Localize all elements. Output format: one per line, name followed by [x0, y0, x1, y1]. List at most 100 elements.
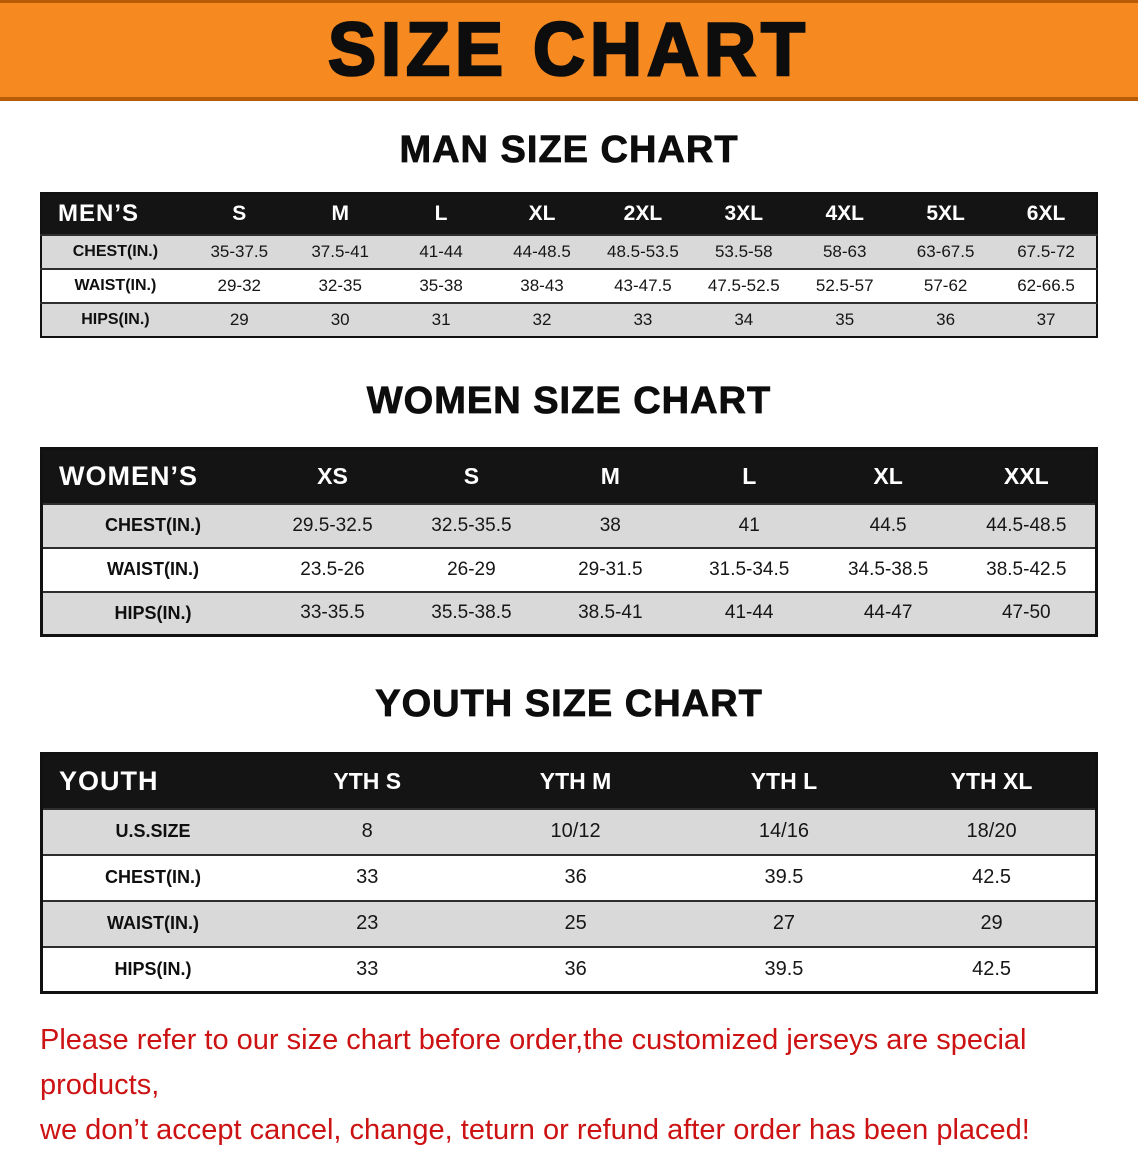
size-value-cell: 35.5-38.5: [431, 602, 512, 624]
size-value-cell: 33: [356, 866, 379, 888]
size-header-cell: XXL: [957, 448, 1097, 504]
size-value-cell: 38.5-41: [578, 602, 643, 624]
table-title-cell: MEN’S: [41, 193, 189, 235]
size-value-cell: 44.5: [869, 514, 907, 536]
youth-section-heading: YOUTH SIZE CHART: [375, 683, 763, 726]
women-size-section: WOMEN SIZE CHART WOMEN’S XS S M L XL XXL CHEST(…: [0, 380, 1138, 637]
size-value-cell: 32-35: [318, 276, 362, 295]
size-chart-banner: SIZE CHART: [0, 0, 1138, 101]
size-value-cell: 30: [330, 310, 350, 329]
size-value-cell: 14/16: [758, 820, 809, 842]
size-value-cell: 39.5: [764, 866, 804, 888]
table-header-row: MEN’S S M L XL 2XL 3XL 4XL 5XL 6XL: [41, 193, 1097, 235]
footer-note-line-2: we don’t accept cancel, change, teturn o…: [40, 1113, 1030, 1146]
size-value-cell: 31.5-34.5: [709, 558, 790, 580]
size-value-cell: 27: [772, 912, 796, 934]
men-section-heading: MAN SIZE CHART: [399, 129, 739, 172]
size-value-cell: 63-67.5: [916, 242, 975, 261]
banner-title: SIZE CHART: [327, 7, 810, 93]
row-label: HIPS(IN.): [114, 602, 192, 623]
table-row: WAIST(IN.) 23 25 27 29: [41, 900, 1097, 947]
table-title-cell: YOUTH: [41, 753, 264, 809]
size-value-cell: 34.5-38.5: [847, 558, 929, 580]
size-value-cell: 33: [633, 310, 653, 329]
women-size-table: WOMEN’S XS S M L XL XXL CHEST(IN.) 29.5-32.5 32.5…: [40, 447, 1098, 637]
row-label: U.S.SIZE: [115, 821, 191, 841]
table-row: CHEST(IN.) 29.5-32.5 32.5-35.5 38 41 44.5 44.5…: [41, 503, 1097, 548]
size-header-cell: YTH M: [471, 753, 680, 809]
size-value-cell: 29: [229, 310, 249, 329]
size-header-cell: XL: [491, 193, 593, 235]
size-value-cell: 18/20: [966, 820, 1017, 842]
size-value-cell: 47.5-52.5: [707, 276, 780, 295]
men-size-table: MEN’S S M L XL 2XL 3XL 4XL 5XL 6XL CHEST(IN.) 35-37…: [40, 192, 1098, 338]
size-value-cell: 34: [734, 310, 754, 329]
size-value-cell: 23.5-26: [300, 558, 365, 580]
size-value-cell: 31: [431, 310, 451, 329]
size-value-cell: 37: [1036, 310, 1056, 329]
size-value-cell: 36: [936, 310, 956, 329]
row-label: CHEST(IN.): [72, 243, 159, 260]
size-value-cell: 10/12: [550, 820, 601, 842]
size-value-cell: 38: [599, 514, 621, 536]
size-value-cell: 44-47: [863, 602, 913, 624]
size-value-cell: 43-47.5: [614, 276, 672, 295]
table-header-row: WOMEN’S XS S M L XL XXL: [41, 448, 1097, 504]
size-value-cell: 52.5-57: [815, 276, 874, 295]
size-value-cell: 39.5: [764, 957, 804, 980]
size-header-cell: 4XL: [794, 193, 896, 235]
size-header-cell: M: [289, 193, 391, 235]
youth-size-section: YOUTH SIZE CHART YOUTH YTH S YTH M YTH L YTH…: [0, 683, 1138, 994]
youth-size-table: YOUTH YTH S YTH M YTH L YTH XL U.S.SIZE 8 10/12…: [40, 752, 1098, 994]
size-header-cell: M: [540, 448, 680, 504]
size-value-cell: 67.5-72: [1017, 242, 1075, 261]
row-label: HIPS(IN.): [81, 311, 150, 328]
size-value-cell: 29-32: [217, 276, 262, 295]
row-label: WAIST(IN.): [107, 559, 200, 579]
size-value-cell: 38-43: [520, 276, 564, 295]
size-chart-content: MAN SIZE CHART MEN’S S M L XL 2XL 3XL 4XL 5XL 6XL…: [0, 129, 1138, 1153]
size-header-cell: 5XL: [895, 193, 997, 235]
size-value-cell: 38.5-42.5: [986, 558, 1067, 580]
size-value-cell: 62-66.5: [1017, 276, 1075, 295]
row-label: WAIST(IN.): [74, 277, 157, 294]
table-row: CHEST(IN.) 35-37.5 37.5-41 41-44 44-48.5 48.5…: [41, 235, 1097, 269]
row-label: WAIST(IN.): [107, 913, 200, 933]
footer-note: Please refer to our size chart before or…: [40, 1018, 1100, 1153]
size-value-cell: 29-31.5: [578, 558, 643, 580]
size-value-cell: 58-63: [822, 242, 867, 261]
table-row: CHEST(IN.) 33 36 39.5 42.5: [41, 854, 1097, 901]
size-value-cell: 57-62: [923, 276, 968, 295]
size-header-cell: 3XL: [693, 193, 795, 235]
size-value-cell: 29: [980, 912, 1003, 934]
size-header-cell: YTH S: [263, 753, 472, 809]
size-header-cell: L: [679, 448, 819, 504]
size-header-cell: XS: [263, 448, 402, 504]
size-header-cell: YTH L: [679, 753, 889, 809]
size-value-cell: 23: [356, 912, 379, 934]
table-row: U.S.SIZE 8 10/12 14/16 18/20: [41, 808, 1097, 855]
size-value-cell: 36: [564, 866, 587, 888]
size-value-cell: 41: [738, 514, 760, 536]
women-section-heading: WOMEN SIZE CHART: [366, 380, 772, 423]
size-header-cell: S: [188, 193, 290, 235]
size-value-cell: 48.5-53.5: [606, 242, 679, 261]
size-value-cell: 35-37.5: [210, 242, 269, 261]
table-title-cell: WOMEN’S: [41, 448, 264, 504]
size-value-cell: 47-50: [1001, 602, 1051, 624]
men-size-section: MAN SIZE CHART MEN’S S M L XL 2XL 3XL 4XL 5XL 6XL…: [0, 129, 1138, 338]
table-row: WAIST(IN.) 29-32 32-35 35-38 38-43 43-47.5 47.…: [41, 269, 1097, 303]
size-value-cell: 32.5-35.5: [431, 514, 512, 536]
size-value-cell: 8: [361, 820, 373, 842]
size-value-cell: 33: [356, 957, 379, 980]
size-value-cell: 37.5-41: [311, 242, 370, 261]
table-header-row: YOUTH YTH S YTH M YTH L YTH XL: [41, 753, 1097, 809]
size-header-cell: XL: [818, 448, 958, 504]
size-header-cell: S: [401, 448, 541, 504]
size-value-cell: 44.5-48.5: [986, 514, 1067, 536]
size-value-cell: 25: [564, 912, 587, 934]
size-value-cell: 32: [532, 310, 552, 329]
size-value-cell: 33-35.5: [300, 602, 365, 624]
footer-note-line-1: Please refer to our size chart before or…: [40, 1024, 1027, 1101]
table-row: HIPS(IN.) 33-35.5 35.5-38.5 38.5-41 41-44 44-…: [41, 591, 1097, 636]
